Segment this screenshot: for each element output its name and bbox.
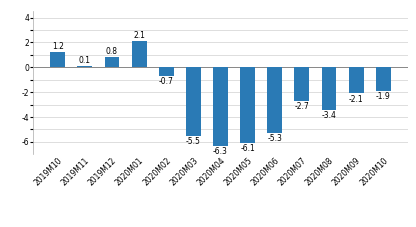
Text: -2.7: -2.7 (295, 102, 309, 111)
Bar (50, 52, 65, 67)
Bar (349, 67, 364, 94)
Text: -3.4: -3.4 (322, 111, 337, 120)
Text: -6.1: -6.1 (240, 144, 255, 153)
Bar (186, 67, 201, 136)
Text: 2.1: 2.1 (133, 31, 145, 40)
Bar (77, 66, 92, 67)
Text: -2.1: -2.1 (349, 95, 364, 104)
Text: 1.2: 1.2 (52, 42, 64, 51)
Text: -6.3: -6.3 (213, 147, 228, 156)
Bar (240, 67, 255, 143)
Bar (159, 67, 174, 76)
Bar (213, 67, 228, 146)
Bar (104, 57, 119, 67)
Bar (131, 41, 146, 67)
Text: 0.8: 0.8 (106, 47, 118, 56)
Bar (295, 67, 310, 101)
Bar (376, 67, 391, 91)
Text: -0.7: -0.7 (159, 77, 173, 86)
Bar (267, 67, 282, 133)
Bar (322, 67, 337, 110)
Text: -5.3: -5.3 (267, 134, 282, 143)
Text: -5.5: -5.5 (186, 137, 201, 146)
Text: 0.1: 0.1 (79, 56, 91, 65)
Text: -1.9: -1.9 (376, 92, 391, 101)
